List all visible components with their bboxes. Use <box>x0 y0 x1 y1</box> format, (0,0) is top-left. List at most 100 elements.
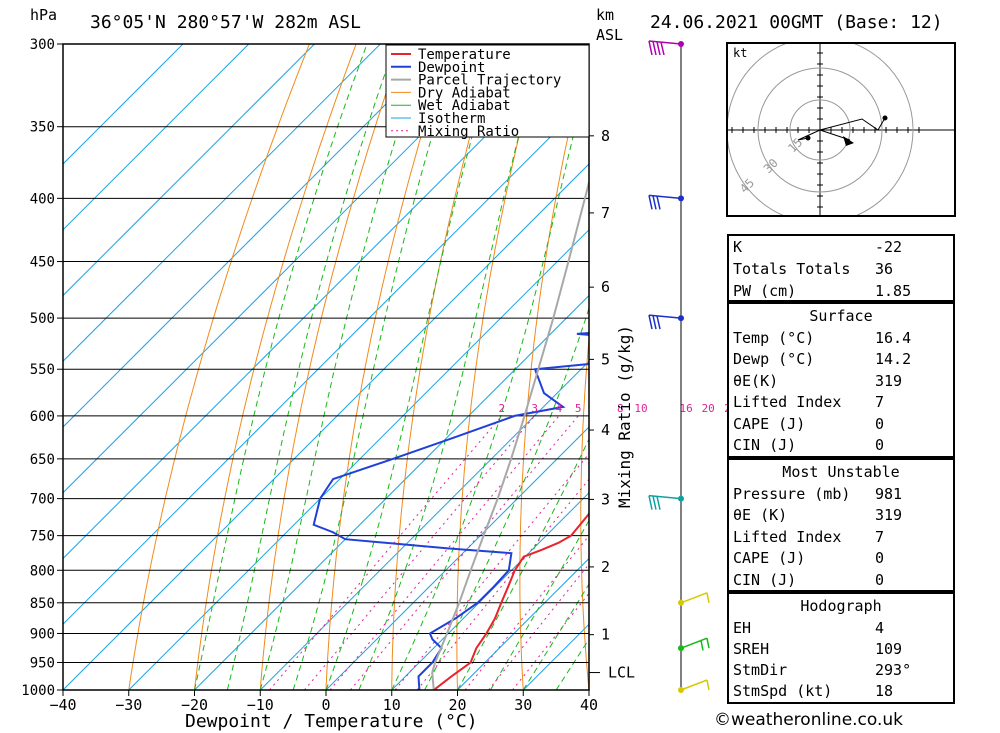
surface-cin-value: 0 <box>875 436 885 454</box>
mixing-ratio-line <box>269 415 503 690</box>
dewpoint-line <box>312 332 589 690</box>
dry-adiabat-line <box>580 333 589 690</box>
x-axis-title: Dewpoint / Temperature (°C) <box>185 711 478 732</box>
surface-panel: Surface Temp (°C) 16.4 Dewp (°C) 14.2 θE(K… <box>727 302 955 458</box>
surface-thetae-value: 319 <box>875 372 903 390</box>
temperature-axis: −40 −30 −20 −10 0 10 20 30 40 <box>49 690 598 714</box>
temperature-tick-label: 10 <box>383 696 401 714</box>
surface-cape-value: 0 <box>875 415 885 433</box>
wet-adiabat-line <box>226 44 396 690</box>
eh-label: EH <box>733 619 752 637</box>
dry-adiabat-line <box>456 44 544 690</box>
mixing-ratio-label: 2 <box>498 402 505 415</box>
isotherm-line <box>63 97 589 625</box>
km-tick-label: 7 <box>601 204 610 222</box>
temperature-tick-label: −10 <box>247 696 274 714</box>
wet-adiabat-line <box>292 44 461 690</box>
surface-cape-label: CAPE (J) <box>733 415 806 433</box>
isotherm-line <box>128 229 589 690</box>
asl-label: ASL <box>596 26 623 44</box>
sreh-value: 109 <box>875 640 903 658</box>
legend-entry: Wet Adiabat <box>418 98 511 114</box>
stmspd-label: StmSpd (kt) <box>733 682 833 700</box>
hodo-trace <box>797 117 886 141</box>
isotherm-line <box>63 44 315 297</box>
pw-label: PW (cm) <box>733 282 797 300</box>
wind-barb <box>648 314 682 330</box>
pressure-axis: 300 350 400 450 500 550 600 650 700 750 800 850 900 9… <box>21 37 63 699</box>
stmdir-label: StmDir <box>733 661 788 679</box>
isotherm-line <box>63 44 381 362</box>
stmspd-value: 18 <box>875 682 894 700</box>
pressure-tick-label: 850 <box>30 596 55 612</box>
temperature-tick-label: −30 <box>115 696 142 714</box>
km-tick-label: 4 <box>601 421 610 439</box>
dry-adiabat-line <box>194 44 357 690</box>
stmdir-value: 293° <box>875 661 912 679</box>
pressure-tick-label: 950 <box>30 655 55 671</box>
eh-value: 4 <box>875 619 885 637</box>
surface-dewp-value: 14.2 <box>875 350 912 368</box>
pressure-tick-label: 500 <box>30 311 55 327</box>
sreh-label: SREH <box>733 640 770 658</box>
pressure-tick-label: 650 <box>30 452 55 468</box>
pressure-tick-label: 900 <box>30 626 55 642</box>
wind-barb <box>648 494 682 510</box>
dry-adiabat-line <box>960 35 1000 690</box>
hodograph-unit: kt <box>733 46 747 60</box>
wind-barb <box>680 592 710 604</box>
mixing-ratio-axis-title: Mixing Ratio (g/kg) <box>615 325 634 508</box>
km-axis: 1 2 3 4 5 6 7 8 LCL <box>589 127 635 682</box>
wind-barb <box>680 637 710 651</box>
mu-li-label: Lifted Index <box>733 528 842 546</box>
mu-cin-label: CIN (J) <box>733 571 797 589</box>
hodograph-title: Hodograph <box>800 597 882 615</box>
totals-totals-label: Totals Totals <box>733 260 851 278</box>
temperature-tick-label: 30 <box>514 696 532 714</box>
mixing-ratio-label: 3 <box>531 402 538 415</box>
isotherm-line <box>63 44 447 428</box>
pressure-tick-label: 400 <box>30 191 55 207</box>
mu-cape-label: CAPE (J) <box>733 549 806 567</box>
dry-adiabat-line <box>697 35 730 690</box>
dry-adiabat-lines <box>128 35 1000 690</box>
hodo-ring <box>757 67 883 193</box>
temperature-line <box>433 512 589 690</box>
pressure-tick-label: 800 <box>30 563 55 579</box>
pw-value: 1.85 <box>875 282 912 300</box>
pressure-tick-label: 550 <box>30 362 55 378</box>
isotherm-line <box>63 44 513 494</box>
isotherm-line <box>194 294 589 690</box>
temperature-tick-label: 0 <box>321 696 330 714</box>
mixing-ratio-label: 20 <box>702 402 715 415</box>
pressure-tick-label: 350 <box>30 120 55 136</box>
indices-panel: K -22 Totals Totals 36 PW (cm) 1.85 <box>727 234 955 302</box>
surface-cin-label: CIN (J) <box>733 436 797 454</box>
km-label: km <box>596 6 614 24</box>
surface-dewp-label: Dewp (°C) <box>733 350 815 368</box>
isotherm-line <box>391 492 589 690</box>
storm-motion-arrowhead <box>843 136 854 146</box>
hodograph-panel: Hodograph EH 4 SREH 109 StmDir 293° StmSpd … <box>727 592 955 704</box>
surface-temp-value: 16.4 <box>875 329 912 347</box>
most-unstable-panel: Most Unstable Pressure (mb) 981 θE (K) 319… <box>727 458 955 592</box>
surface-thetae-label: θE(K) <box>733 372 779 390</box>
isotherm-line <box>63 44 250 231</box>
mixing-ratio-line <box>329 415 560 690</box>
hodo-ring <box>728 44 914 215</box>
dry-adiabat-line <box>640 35 684 690</box>
surface-li-label: Lifted Index <box>733 393 842 411</box>
dry-adiabat-line <box>325 44 450 690</box>
mixing-ratio-label: 8 <box>617 402 624 415</box>
wind-barbs <box>648 40 710 693</box>
mu-pressure-value: 981 <box>875 485 903 503</box>
wet-adiabat-line <box>259 44 427 690</box>
credit-link[interactable]: ©weatheronline.co.uk <box>714 710 904 730</box>
dry-adiabat-line <box>391 44 497 690</box>
mu-thetae-label: θE (K) <box>733 506 788 524</box>
location-title: 36°05'N 280°57'W 282m ASL <box>90 12 361 33</box>
surface-title: Surface <box>809 307 873 325</box>
